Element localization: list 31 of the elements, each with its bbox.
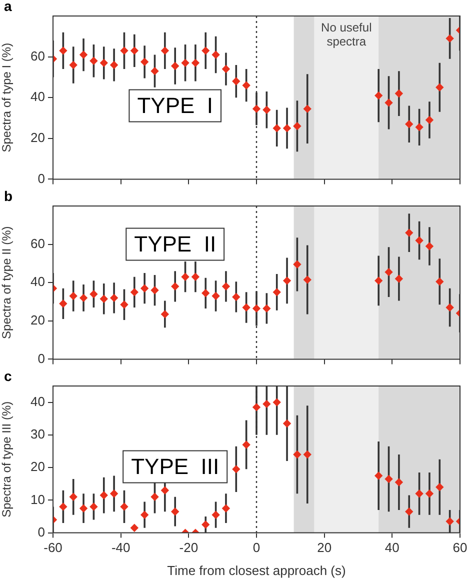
y-tick-label: 10 — [30, 492, 45, 507]
y-tick-label: 60 — [30, 236, 45, 251]
band-label: No useful spectra — [321, 20, 372, 48]
y-tick-label: 20 — [30, 130, 45, 145]
y-tick-label: 40 — [30, 89, 45, 104]
annotation: TYPE III — [131, 454, 220, 479]
y-tick-label: 20 — [30, 312, 45, 328]
y-tick-label: 0 — [38, 524, 45, 540]
x-tick-label: 60 — [452, 540, 468, 556]
y-tick-label: 40 — [30, 394, 45, 409]
x-tick-label: -20 — [179, 540, 198, 556]
x-tick-label: 0 — [252, 540, 260, 556]
annotation: TYPE I — [137, 92, 213, 118]
x-tick-label: 40 — [384, 540, 400, 556]
y-tick-label: 30 — [30, 426, 45, 442]
x-tick-label: 20 — [317, 540, 332, 556]
y-tick-label: 0 — [38, 350, 45, 366]
y-axis-title: Spectra of type I (%) — [0, 42, 14, 152]
chart-title: c — [4, 368, 12, 384]
chart-title: b — [4, 188, 13, 204]
x-axis-title: Time from closest approach (s) — [167, 562, 346, 578]
y-axis-title: Spectra of type II (%) — [0, 226, 14, 339]
y-tick-label: 20 — [30, 459, 45, 474]
y-axis-title: Spectra of type III (%) — [0, 401, 14, 518]
y-tick-label: 40 — [30, 274, 45, 290]
chart-title: a — [4, 0, 12, 14]
x-tick-label: -60 — [44, 540, 62, 556]
annotation: TYPE II — [134, 231, 216, 256]
y-tick-label: 0 — [38, 170, 45, 186]
x-tick-label: -40 — [111, 540, 130, 556]
y-tick-label: 60 — [30, 48, 45, 64]
